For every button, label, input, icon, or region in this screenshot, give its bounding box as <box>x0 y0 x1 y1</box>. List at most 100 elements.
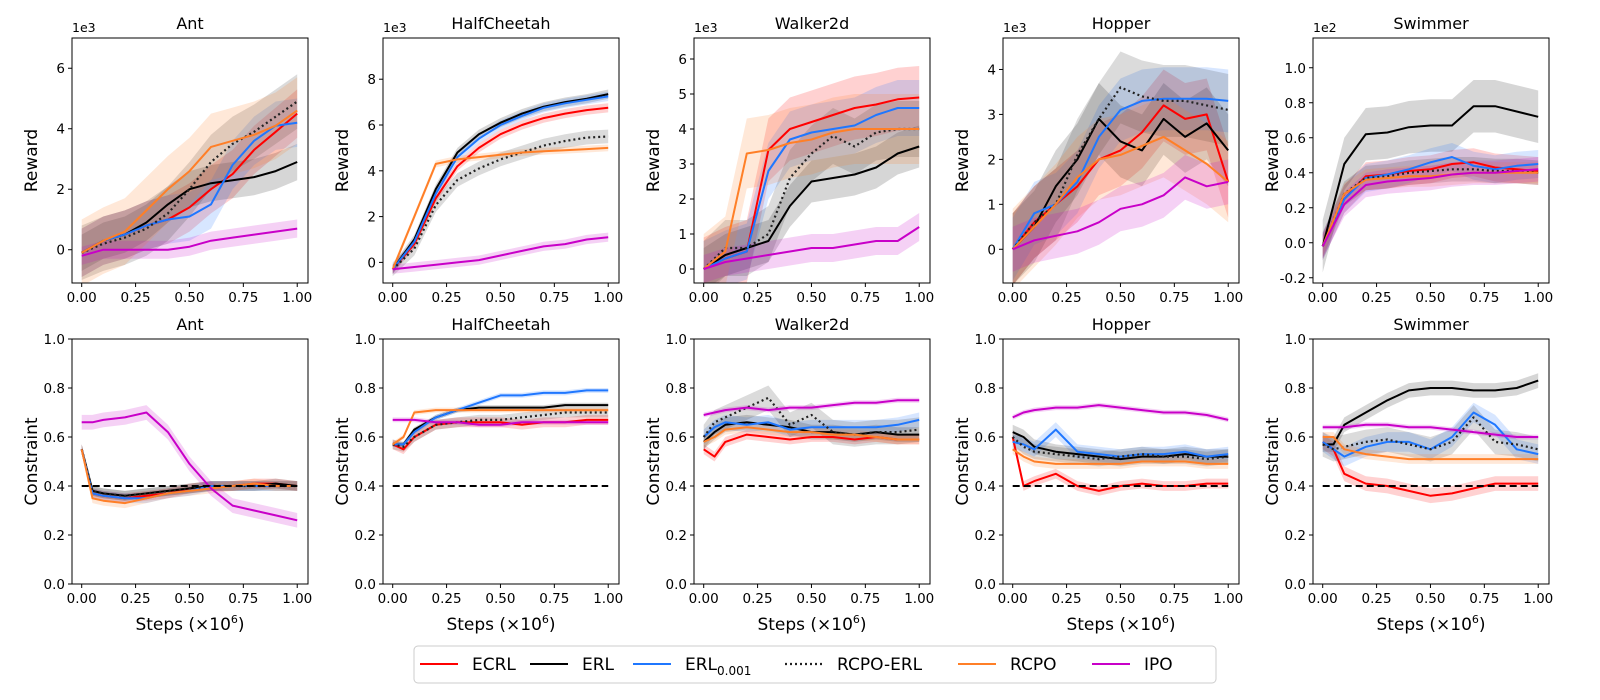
y-tick-label: 0 <box>56 243 65 259</box>
series-line-ecrl <box>391 106 609 270</box>
x-tick-label: 0.50 <box>485 290 515 306</box>
plot-area <box>80 405 298 528</box>
y-tick-label: 0.0 <box>1285 577 1306 593</box>
y-tick-label: 4 <box>56 122 65 138</box>
axes-frame <box>1312 338 1550 585</box>
x-tick-label: 0.25 <box>743 591 773 607</box>
series-line-rcpo <box>81 109 298 254</box>
x-tick-label: 0.50 <box>796 591 826 607</box>
band-rcpo-erl <box>1012 429 1229 467</box>
plot-area <box>1011 51 1230 283</box>
scale-label: 1e3 <box>72 20 96 35</box>
x-tick-label: 0.25 <box>432 591 462 607</box>
x-tick-label: 0.75 <box>539 290 569 306</box>
series-line-rcpo <box>1012 448 1229 465</box>
legend-label: IPO <box>1144 655 1173 675</box>
x-tick-label: 1.00 <box>904 290 934 306</box>
x-tick-label: 0.75 <box>1469 591 1499 607</box>
series-line-ipo <box>703 399 920 416</box>
series-line-erl_0.001 <box>703 418 920 438</box>
y-tick-label: 0 <box>987 242 996 258</box>
axes-frame <box>382 338 620 585</box>
y-tick-label: 2 <box>367 210 376 226</box>
x-tick-label: 1.00 <box>1523 290 1553 306</box>
panel-title: HalfCheetah <box>451 315 550 334</box>
y-tick-label: 0.2 <box>666 528 687 544</box>
x-tick-label: 0.50 <box>1105 290 1135 306</box>
series-line-erl <box>703 145 920 270</box>
x-axis-label: Steps (×106) <box>1376 613 1485 635</box>
x-tick-label: 0.50 <box>174 290 204 306</box>
legend-label: ERL0.001 <box>685 655 751 678</box>
panel-title: HalfCheetah <box>451 14 550 33</box>
band-ecrl <box>81 444 298 504</box>
panel-title: Hopper <box>1092 14 1151 33</box>
x-tick-label: 0.00 <box>998 290 1028 306</box>
plot-area <box>702 385 920 487</box>
x-tick-label: 0.50 <box>796 290 826 306</box>
panels: 0.00 0.25 0.50 0.75 1.000246Ant1e3Reward0.00… <box>22 14 1553 607</box>
x-tick-label: 0.50 <box>485 591 515 607</box>
x-tick-label: 1.00 <box>1213 591 1243 607</box>
legend: ECRL ERL ERL0.001 RCPO-ERL RCPO IPO <box>413 645 1217 684</box>
y-tick-label: 0.0 <box>1285 236 1306 252</box>
scale-label: 1e3 <box>383 20 407 35</box>
y-tick-label: 0.2 <box>355 528 376 544</box>
y-tick-label: 0.2 <box>975 528 996 544</box>
x-axis-label: Steps (×106) <box>446 613 555 635</box>
series-line-ipo <box>81 227 298 257</box>
band-erl_0.001 <box>703 80 920 283</box>
y-tick-label: 0.8 <box>1285 381 1306 397</box>
axes-frame <box>693 338 931 585</box>
series-line-erl_0.001 <box>392 389 609 446</box>
x-tick-label: 0.00 <box>689 290 719 306</box>
panel-title: Walker2d <box>775 315 850 334</box>
y-tick-label: 0.8 <box>975 381 996 397</box>
x-tick-label: 0.75 <box>1159 591 1189 607</box>
y-tick-label: 0.4 <box>975 479 996 495</box>
y-tick-label: 0.6 <box>975 430 996 446</box>
x-tick-label: 0.00 <box>67 591 97 607</box>
legend-entry-ecrl: ECRL <box>420 655 516 675</box>
series-line-rcpo-erl <box>1321 168 1539 247</box>
axes-frame <box>1002 37 1240 284</box>
y-tick-label: 1.0 <box>355 332 376 348</box>
x-axis-label: Steps (×106) <box>757 613 866 635</box>
legend-label: RCPO <box>1010 655 1056 675</box>
band-erl_0.001 <box>81 98 298 277</box>
series-line-rcpo-erl <box>702 127 920 270</box>
x-tick-label: 1.00 <box>1523 591 1553 607</box>
y-tick-label: 0.6 <box>1285 131 1306 147</box>
band-erl <box>1322 80 1539 273</box>
y-axis-label: Reward <box>22 129 42 192</box>
panel-title: Swimmer <box>1393 315 1469 334</box>
x-tick-label: 1.00 <box>593 290 623 306</box>
y-tick-label: 1.0 <box>1285 61 1306 77</box>
axes-frame <box>1312 37 1550 284</box>
y-tick-label: 4 <box>987 62 996 78</box>
y-tick-label: 1.0 <box>1285 332 1306 348</box>
series-line-erl_0.001 <box>1012 428 1229 458</box>
legend-label: ERL <box>582 655 615 675</box>
series-line-ipo <box>1322 423 1539 438</box>
series-line-erl_0.001 <box>81 121 298 254</box>
x-tick-label: 0.75 <box>228 591 258 607</box>
y-tick-label: 2 <box>56 182 65 198</box>
y-tick-label: 0.2 <box>44 528 65 544</box>
band-rcpo <box>1012 444 1229 469</box>
legend-label: ECRL <box>472 655 516 675</box>
x-tick-label: 0.50 <box>1415 591 1445 607</box>
series-line-erl_0.001 <box>1322 411 1539 458</box>
x-tick-label: 0.25 <box>432 290 462 306</box>
y-tick-label: 0.4 <box>1285 166 1306 182</box>
y-axis-label: Reward <box>644 129 664 192</box>
series-line-erl <box>1321 105 1539 247</box>
band-rcpo-erl <box>392 407 609 452</box>
series-line-ecrl <box>1322 441 1539 497</box>
series-line-rcpo-erl <box>1011 86 1229 250</box>
x-axis-label: Steps (×106) <box>1066 613 1175 635</box>
legend-entry-rcpo-erl: RCPO-ERL <box>785 655 923 675</box>
band-erl_0.001 <box>81 444 298 504</box>
band-rcpo <box>703 94 920 283</box>
